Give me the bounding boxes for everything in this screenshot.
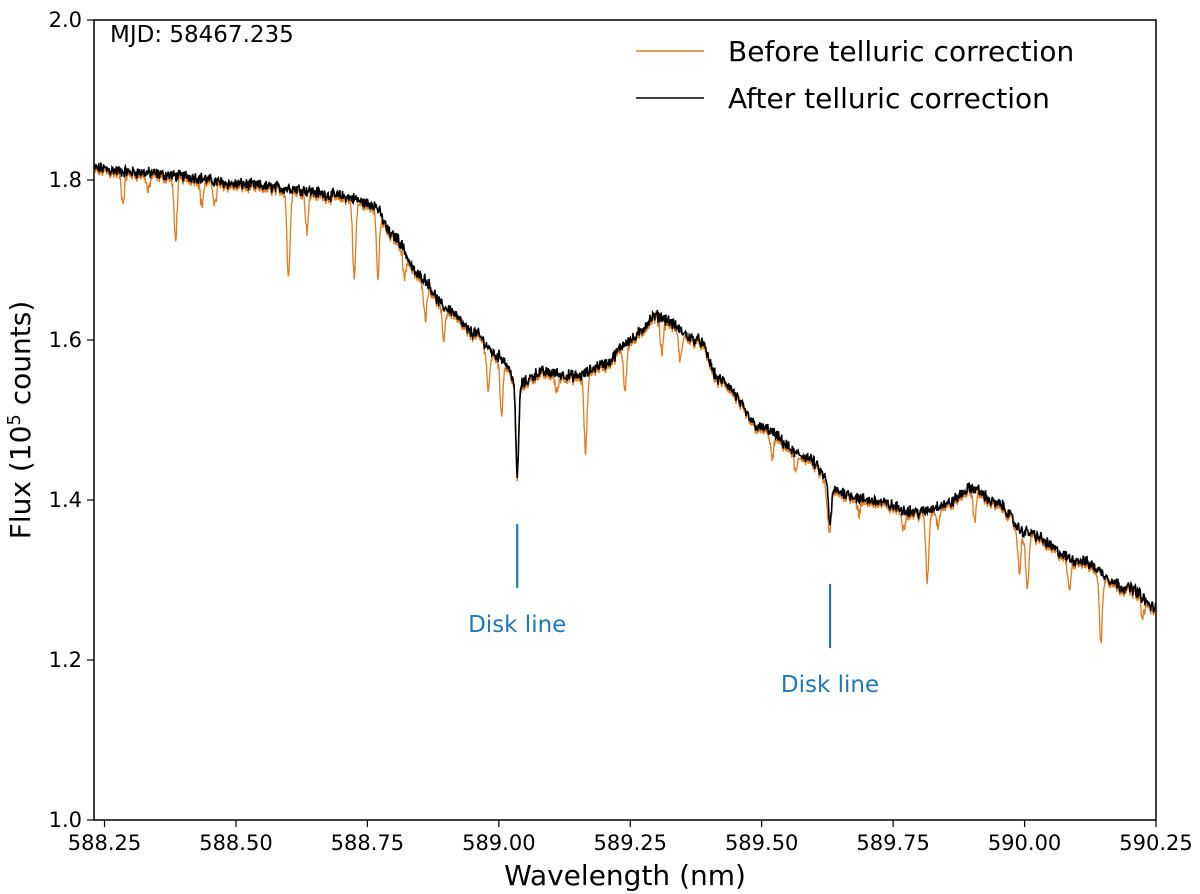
y-tick-label: 1.0	[49, 808, 82, 832]
y-tick-label: 2.0	[49, 8, 82, 32]
mjd-annotation: MJD: 58467.235	[110, 22, 294, 48]
legend: Before telluric correction After telluri…	[636, 35, 1074, 115]
x-tick-label: 588.50	[199, 831, 272, 855]
disk-line-markers: Disk line Disk line	[468, 524, 879, 698]
disk-line-label: Disk line	[781, 672, 879, 698]
x-tick-label: 589.25	[594, 831, 667, 855]
y-tick-label: 1.2	[49, 648, 82, 672]
series-after-telluric-correction	[93, 161, 1157, 614]
x-tick-label: 589.00	[462, 831, 535, 855]
y-tick-label: 1.8	[49, 168, 82, 192]
x-tick-label: 590.00	[988, 831, 1061, 855]
y-axis-title: Flux (105 counts)	[4, 301, 37, 540]
legend-label-after: After telluric correction	[728, 82, 1050, 115]
disk-line-label: Disk line	[468, 612, 566, 638]
x-axis-title: Wavelength (nm)	[504, 859, 746, 892]
legend-label-before: Before telluric correction	[728, 35, 1074, 68]
x-tick-label: 588.25	[68, 831, 141, 855]
plot-frame	[93, 19, 1157, 821]
plot-background	[94, 20, 1156, 820]
y-tick-label: 1.4	[49, 488, 82, 512]
x-tick-label: 589.75	[856, 831, 929, 855]
y-tick-label: 1.6	[49, 328, 82, 352]
ticks: 588.25 588.50 588.75 589.00 589.25 589.50 589.…	[49, 8, 1193, 855]
x-tick-label: 588.75	[331, 831, 404, 855]
x-tick-label: 589.50	[725, 831, 798, 855]
x-tick-label: 590.25	[1119, 831, 1192, 855]
